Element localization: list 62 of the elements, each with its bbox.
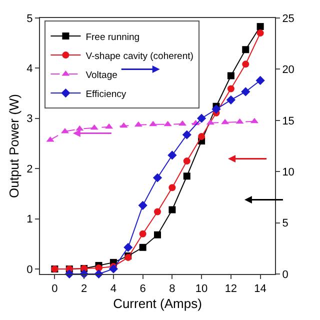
point (152, 173, 162, 182)
point (221, 118, 230, 124)
y-tick-label: 5 (26, 12, 33, 25)
point (197, 114, 206, 123)
point (46, 136, 54, 142)
point (250, 118, 258, 124)
x-tick-label: 6 (140, 283, 146, 296)
y-tick-label: 2 (26, 163, 33, 176)
x-tick-label: 8 (169, 283, 176, 296)
point (256, 23, 264, 30)
point (124, 242, 133, 252)
y-tick-label: 4 (26, 63, 33, 76)
point (120, 122, 128, 128)
point (154, 231, 161, 238)
point (227, 85, 234, 92)
point (206, 119, 214, 125)
x-tick-label: 0 (52, 283, 58, 296)
point (134, 121, 142, 127)
x-tick-label: 4 (110, 283, 117, 296)
x-tick-label: 2 (80, 283, 88, 296)
point (227, 72, 234, 80)
y2-tick-label: 25 (282, 12, 294, 25)
x-tick-label: 10 (195, 283, 208, 296)
point (154, 208, 161, 216)
x-tick-label: 14 (254, 283, 266, 296)
point (256, 30, 264, 37)
legend-label: Voltage (86, 70, 118, 81)
legend-label: Free running (86, 32, 140, 43)
point (139, 230, 146, 238)
y-axis-title: Output Power (W) (6, 94, 22, 198)
y-tick-label: 3 (26, 113, 33, 126)
point (256, 76, 265, 86)
point (183, 158, 190, 165)
point (212, 104, 221, 114)
y-tick-label: 0 (26, 264, 33, 276)
y2-tick-label: 15 (282, 115, 294, 128)
point (242, 46, 250, 54)
point (138, 200, 148, 210)
point (149, 120, 158, 126)
point (182, 130, 192, 140)
y2-tick-label: 5 (282, 218, 288, 230)
point (108, 264, 118, 274)
y2-tick-label: 20 (282, 64, 294, 76)
point (168, 150, 177, 160)
x-tick-label: 12 (224, 283, 238, 296)
x-axis-title: Current (Amps) (113, 296, 202, 311)
point (241, 87, 250, 96)
point (164, 120, 172, 126)
point (242, 60, 250, 68)
point (183, 172, 190, 180)
legend-label: V-shape cavity (coherent) (86, 50, 194, 62)
point (198, 132, 206, 140)
legend-label: Efficiency (86, 88, 126, 100)
point (168, 206, 176, 214)
y2-tick-label: 10 (282, 166, 294, 178)
y2-tick-label: 0 (282, 268, 288, 281)
point (226, 95, 236, 104)
y-tick-label: 1 (26, 214, 33, 226)
point (90, 124, 98, 130)
point (168, 184, 176, 192)
point (236, 118, 244, 124)
point (139, 244, 146, 251)
